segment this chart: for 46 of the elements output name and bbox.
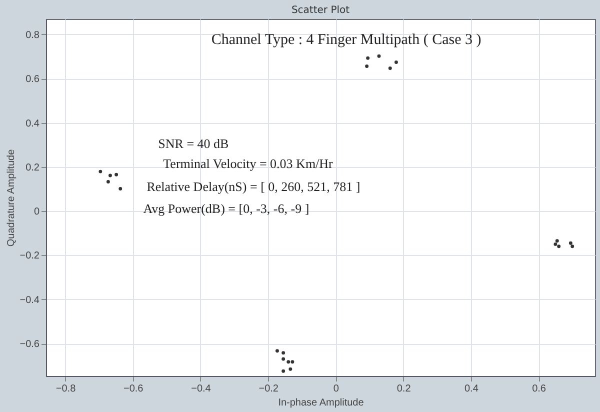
annotation: Relative Delay(nS) = [ 0, 260, 521, 781 ] xyxy=(146,179,360,194)
point xyxy=(106,180,110,184)
y-axis-title: Quadrature Amplitude xyxy=(6,148,17,247)
x-tick-label: −0.2 xyxy=(258,384,279,394)
annotation: SNR = 40 dB xyxy=(158,136,230,151)
point xyxy=(365,64,369,68)
y-tick-label: −0.6 xyxy=(20,339,40,350)
point xyxy=(286,360,290,364)
point xyxy=(557,244,561,248)
point xyxy=(108,174,112,178)
point xyxy=(282,357,286,361)
x-tick-label: −0.4 xyxy=(191,384,212,394)
point xyxy=(377,54,381,58)
y-tick-label: 0.4 xyxy=(26,118,40,130)
y-tick-label: 0.6 xyxy=(26,74,40,86)
x-tick-label: 0.6 xyxy=(532,384,546,394)
y-tick-label: 0 xyxy=(34,206,40,218)
point xyxy=(394,60,398,64)
point xyxy=(275,349,279,353)
annotation: Channel Type : 4 Finger Multipath ( Case 3 ) xyxy=(211,32,482,48)
y-tick-label: −0.2 xyxy=(20,250,40,262)
annotation: Avg Power(dB) = [0, -3, -6, -9 ] xyxy=(143,201,310,216)
x-axis-title: In-phase Amplitude xyxy=(278,398,364,408)
x-tick-label: 0 xyxy=(333,384,340,394)
y-tick-label: −0.4 xyxy=(20,294,40,306)
point xyxy=(118,187,122,191)
x-tick-label: −0.8 xyxy=(56,384,76,394)
y-tick-label: 0.8 xyxy=(26,30,40,41)
point xyxy=(568,241,572,245)
point xyxy=(290,360,294,364)
point xyxy=(282,351,286,355)
point xyxy=(388,66,392,70)
point xyxy=(555,239,559,243)
point xyxy=(114,172,118,176)
point xyxy=(554,242,558,246)
annotation: Terminal Velocity = 0.03 Km/Hr xyxy=(163,156,334,171)
point xyxy=(282,369,286,373)
point xyxy=(288,367,292,371)
y-tick-label: 0.2 xyxy=(26,162,40,174)
point xyxy=(570,244,574,248)
point xyxy=(366,56,370,60)
x-tick-label: 0.2 xyxy=(396,384,412,394)
point xyxy=(98,170,102,174)
chart-title: Scatter Plot xyxy=(291,5,350,16)
x-tick-label: −0.6 xyxy=(124,384,144,394)
x-tick-label: 0.4 xyxy=(464,384,479,394)
